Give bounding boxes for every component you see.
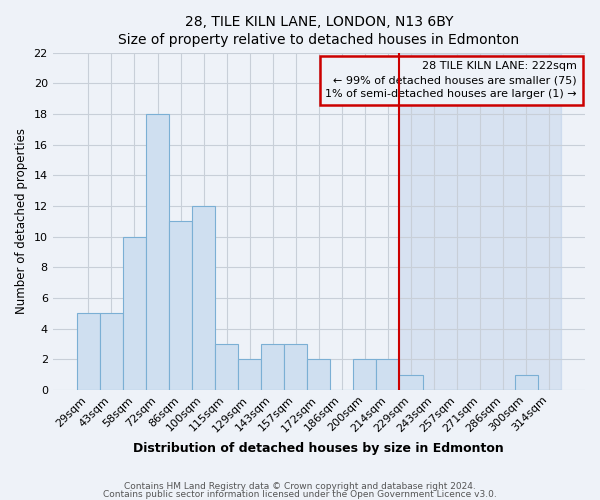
Bar <box>192 206 215 390</box>
Bar <box>515 374 538 390</box>
X-axis label: Distribution of detached houses by size in Edmonton: Distribution of detached houses by size … <box>133 442 504 455</box>
Bar <box>353 359 376 390</box>
Bar <box>169 222 192 390</box>
Text: 28 TILE KILN LANE: 222sqm
← 99% of detached houses are smaller (75)
1% of semi-d: 28 TILE KILN LANE: 222sqm ← 99% of detac… <box>325 61 577 99</box>
Bar <box>123 236 146 390</box>
Bar <box>284 344 307 390</box>
Bar <box>146 114 169 390</box>
Bar <box>100 313 123 390</box>
Bar <box>400 374 422 390</box>
Bar <box>261 344 284 390</box>
Bar <box>77 313 100 390</box>
Bar <box>307 359 331 390</box>
Title: 28, TILE KILN LANE, LONDON, N13 6BY
Size of property relative to detached houses: 28, TILE KILN LANE, LONDON, N13 6BY Size… <box>118 15 520 48</box>
Bar <box>400 52 561 390</box>
Text: Contains HM Land Registry data © Crown copyright and database right 2024.: Contains HM Land Registry data © Crown c… <box>124 482 476 491</box>
Y-axis label: Number of detached properties: Number of detached properties <box>15 128 28 314</box>
Bar <box>376 359 400 390</box>
Bar <box>215 344 238 390</box>
Text: Contains public sector information licensed under the Open Government Licence v3: Contains public sector information licen… <box>103 490 497 499</box>
Bar <box>238 359 261 390</box>
